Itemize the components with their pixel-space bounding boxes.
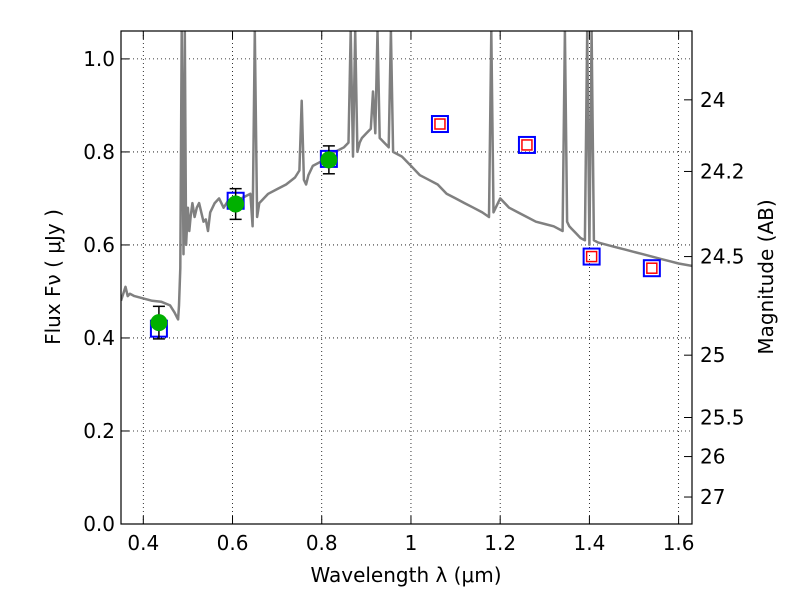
y-axis-label: Flux Fν ( μJy ): [41, 209, 65, 345]
y2-tick-label: 25.5: [700, 405, 745, 429]
y-tick-label: 0.2: [83, 419, 115, 443]
x-tick-label: 1: [405, 531, 418, 555]
x-tick-label: 1.2: [484, 531, 516, 555]
y2-tick-label: 24.2: [700, 159, 745, 183]
plot-frame: [120, 30, 693, 525]
model-inner-square-point: [646, 262, 658, 274]
model-inner-square-point: [521, 139, 533, 151]
grid: [121, 31, 692, 525]
spectrum-line: [121, 31, 692, 321]
y2-tick-label: 24: [700, 88, 725, 112]
model-square-point: [517, 135, 536, 154]
model-square-point: [642, 259, 661, 278]
observed-point: [320, 151, 338, 169]
y-tick-label: 0.6: [83, 233, 115, 257]
y-tick-label: 1.0: [83, 47, 115, 71]
y-tick-label: 0.4: [83, 326, 115, 350]
plot-area: [121, 31, 692, 340]
x-tick-label: 0.8: [306, 531, 338, 555]
x-axis-label: Wavelength λ (μm): [310, 563, 501, 587]
model-square-point: [430, 115, 449, 134]
observed-point: [227, 195, 245, 213]
x-tick-label: 1.4: [573, 531, 605, 555]
model-square-point: [582, 247, 601, 266]
tick-labels: 0.4 0.6 0.8 1 1.2 1.4 1.6 0.0 0.2 0.4 0.6 0.8 1.0 24 2…: [83, 47, 744, 555]
x-tick-label: 0.6: [217, 531, 249, 555]
y2-tick-label: 26: [700, 445, 725, 469]
x-tick-label: 0.4: [127, 531, 159, 555]
y2-tick-label: 24.5: [700, 245, 745, 269]
axis-ticks: [121, 31, 692, 525]
model-inner-square-point: [434, 118, 446, 130]
y-tick-label: 0.0: [83, 512, 115, 536]
y2-tick-label: 27: [700, 485, 725, 509]
y2-axis-label: Magnitude (AB): [754, 199, 778, 354]
y2-tick-label: 25: [700, 343, 725, 367]
observed-point: [150, 314, 168, 332]
y-tick-label: 0.8: [83, 140, 115, 164]
model-inner-square-point: [585, 250, 598, 263]
x-tick-label: 1.6: [663, 531, 695, 555]
